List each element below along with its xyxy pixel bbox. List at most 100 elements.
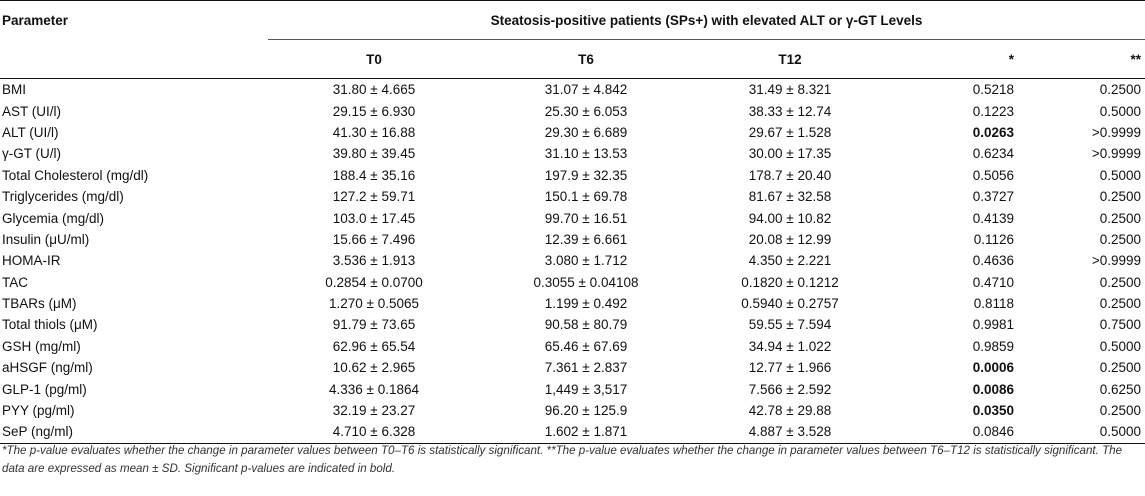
cell-parameter: γ-GT (U/l) — [2, 146, 61, 162]
cell-p-t6-t12: 0.2500 — [1099, 189, 1141, 205]
cell-t12: 94.00 ± 10.82 — [748, 210, 832, 226]
table-row: GSH (mg/ml) 62.96 ± 65.54 65.46 ± 67.69 34.… — [0, 336, 1145, 357]
cell-t0: 29.15 ± 6.930 — [332, 103, 416, 119]
cell-parameter: Glycemia (mg/dl) — [2, 210, 105, 226]
cell-t6: 31.10 ± 13.53 — [544, 146, 628, 162]
cell-t6: 12.39 ± 6.661 — [544, 231, 628, 247]
col-header-p2: ** — [1018, 39, 1145, 79]
table-row: γ-GT (U/l) 39.80 ± 39.45 31.10 ± 13.53 30.0… — [0, 143, 1145, 164]
cell-parameter: GSH (mg/ml) — [2, 338, 81, 354]
cell-p-t0-t6: 0.8118 — [973, 296, 1014, 312]
cell-p-t6-t12: 0.2500 — [1099, 274, 1141, 290]
cell-t6: 65.46 ± 67.69 — [544, 338, 628, 354]
cell-t6: 25.30 ± 6.053 — [544, 103, 628, 119]
table-row: BMI 31.80 ± 4.665 31.07 ± 4.842 31.49 ± 8.3… — [0, 79, 1145, 101]
cell-t12: 178.7 ± 20.40 — [748, 167, 832, 183]
cell-t6: 1.199 ± 0.492 — [544, 296, 628, 312]
cell-t12: 4.887 ± 3.528 — [692, 421, 888, 444]
col-header-t0: T0 — [268, 39, 480, 79]
table-row: PYY (pg/ml) 32.19 ± 23.27 96.20 ± 125.9 42.… — [0, 400, 1145, 421]
cell-t6: 96.20 ± 125.9 — [544, 403, 628, 419]
cell-parameter: TBARs (μM) — [2, 296, 77, 312]
cell-p-t6-t12: >0.9999 — [1091, 124, 1141, 140]
cell-t12: 12.77 ± 1.966 — [748, 360, 832, 376]
cell-t0: 39.80 ± 39.45 — [332, 146, 416, 162]
cell-p-t6-t12: 0.2500 — [1099, 210, 1141, 226]
cell-t0: 91.79 ± 73.65 — [332, 317, 416, 333]
cell-t0: 3.536 ± 1.913 — [332, 253, 416, 269]
cell-t0: 15.66 ± 7.496 — [332, 231, 416, 247]
cell-p-t6-t12: >0.9999 — [1091, 253, 1141, 269]
cell-t6: 29.30 ± 6.689 — [544, 124, 628, 140]
cell-p-t6-t12: 0.2500 — [1099, 231, 1141, 247]
table-row: SeP (ng/ml) 4.710 ± 6.328 1.602 ± 1.871 4.8… — [0, 421, 1145, 444]
cell-parameter: aHSGF (ng/ml) — [2, 360, 93, 376]
cell-t0: 31.80 ± 4.665 — [332, 82, 416, 98]
cell-t12: 7.566 ± 2.592 — [748, 381, 832, 397]
cell-p-t6-t12: 0.5000 — [1099, 167, 1141, 183]
results-table: Parameter Steatosis-positive patients (S… — [0, 0, 1145, 444]
cell-p-t0-t6: 0.5218 — [972, 82, 1014, 98]
cell-p-t0-t6: 0.6234 — [972, 146, 1014, 162]
cell-t6: 0.3055 ± 0.04108 — [533, 274, 639, 290]
cell-p-t6-t12: 0.2500 — [1099, 403, 1141, 419]
cell-p-t6-t12: 0.6250 — [1099, 381, 1141, 397]
cell-t6: 90.58 ± 80.79 — [544, 317, 628, 333]
cell-p-t0-t6: 0.3727 — [972, 189, 1014, 205]
cell-t12: 30.00 ± 17.35 — [748, 146, 832, 162]
cell-t0: 4.710 ± 6.328 — [268, 421, 480, 444]
cell-parameter: Total Cholesterol (mg/dl) — [2, 167, 149, 183]
cell-parameter: AST (UI/l) — [2, 103, 62, 119]
table-footnote: *The p-value evaluates whether the chang… — [2, 444, 1123, 475]
cell-t12: 81.67 ± 32.58 — [748, 189, 832, 205]
cell-t0: 10.62 ± 2.965 — [332, 360, 416, 376]
cell-t0: 4.336 ± 0.1864 — [329, 381, 419, 397]
cell-t12: 20.08 ± 12.99 — [748, 231, 832, 247]
cell-parameter: SeP (ng/ml) — [0, 421, 268, 444]
cell-t12: 29.67 ± 1.528 — [748, 124, 832, 140]
cell-p-t0-t6: 0.0263 — [972, 124, 1014, 140]
cell-t12: 4.350 ± 2.221 — [748, 253, 832, 269]
parameter-header: Parameter — [0, 0, 268, 40]
cell-p-t0-t6: 0.0350 — [972, 403, 1014, 419]
table-row: AST (UI/l) 29.15 ± 6.930 25.30 ± 6.053 38.3… — [0, 100, 1145, 121]
table-row: Glycemia (mg/dl) 103.0 ± 17.45 99.70 ± 16.… — [0, 207, 1145, 228]
cell-p-t6-t12: >0.9999 — [1091, 146, 1141, 162]
cell-p-t6-t12: 0.2500 — [1099, 82, 1141, 98]
table-row: ALT (UI/l) 41.30 ± 16.88 29.30 ± 6.689 29.6… — [0, 122, 1145, 143]
cell-parameter: TAC — [2, 274, 28, 290]
cell-t6: 197.9 ± 32.35 — [544, 167, 628, 183]
cell-t0: 0.2854 ± 0.0700 — [325, 274, 423, 290]
table-row: Total thiols (μM) 91.79 ± 73.65 90.58 ± 80… — [0, 314, 1145, 335]
table-header: Parameter Steatosis-positive patients (S… — [0, 0, 1145, 79]
cell-t12: 0.1820 ± 0.1212 — [741, 274, 839, 290]
blank-header-cell — [0, 39, 268, 79]
cell-parameter: GLP-1 (pg/ml) — [2, 381, 87, 397]
table-row: TBARs (μM) 1.270 ± 0.5065 1.199 ± 0.492 0.5… — [0, 293, 1145, 314]
cell-p-t0-t6: 0.5056 — [972, 167, 1014, 183]
cell-t12: 59.55 ± 7.594 — [748, 317, 832, 333]
cell-t6: 31.07 ± 4.842 — [544, 82, 628, 98]
cell-t0: 41.30 ± 16.88 — [332, 124, 416, 140]
cell-parameter: HOMA-IR — [2, 253, 61, 269]
cell-t0: 103.0 ± 17.45 — [332, 210, 416, 226]
cell-p-t0-t6: 0.9981 — [972, 317, 1014, 333]
cell-t12: 34.94 ± 1.022 — [748, 338, 832, 354]
col-header-t6: T6 — [480, 39, 692, 79]
cell-p-t0-t6: 0.1223 — [972, 103, 1014, 119]
table-body: BMI 31.80 ± 4.665 31.07 ± 4.842 31.49 ± 8.3… — [0, 79, 1145, 444]
col-header-p1: * — [888, 39, 1018, 79]
table-row: Triglycerides (mg/dl) 127.2 ± 59.71 150.1 … — [0, 186, 1145, 207]
cell-t6: 150.1 ± 69.78 — [544, 189, 628, 205]
cell-t6: 99.70 ± 16.51 — [544, 210, 628, 226]
cell-t0: 127.2 ± 59.71 — [332, 189, 416, 205]
cell-p-t0-t6: 0.4710 — [972, 274, 1014, 290]
table-row: aHSGF (ng/ml) 10.62 ± 2.965 7.361 ± 2.837 1… — [0, 357, 1145, 378]
cell-p-t0-t6: 0.9859 — [972, 338, 1014, 354]
cell-p-t0-t6: 0.1126 — [973, 231, 1014, 247]
cell-parameter: PYY (pg/ml) — [2, 403, 75, 419]
cell-t0: 32.19 ± 23.27 — [332, 403, 416, 419]
table-row: Total Cholesterol (mg/dl) 188.4 ± 35.16 19… — [0, 165, 1145, 186]
cell-p-t0-t6: 0.0006 — [972, 360, 1014, 376]
